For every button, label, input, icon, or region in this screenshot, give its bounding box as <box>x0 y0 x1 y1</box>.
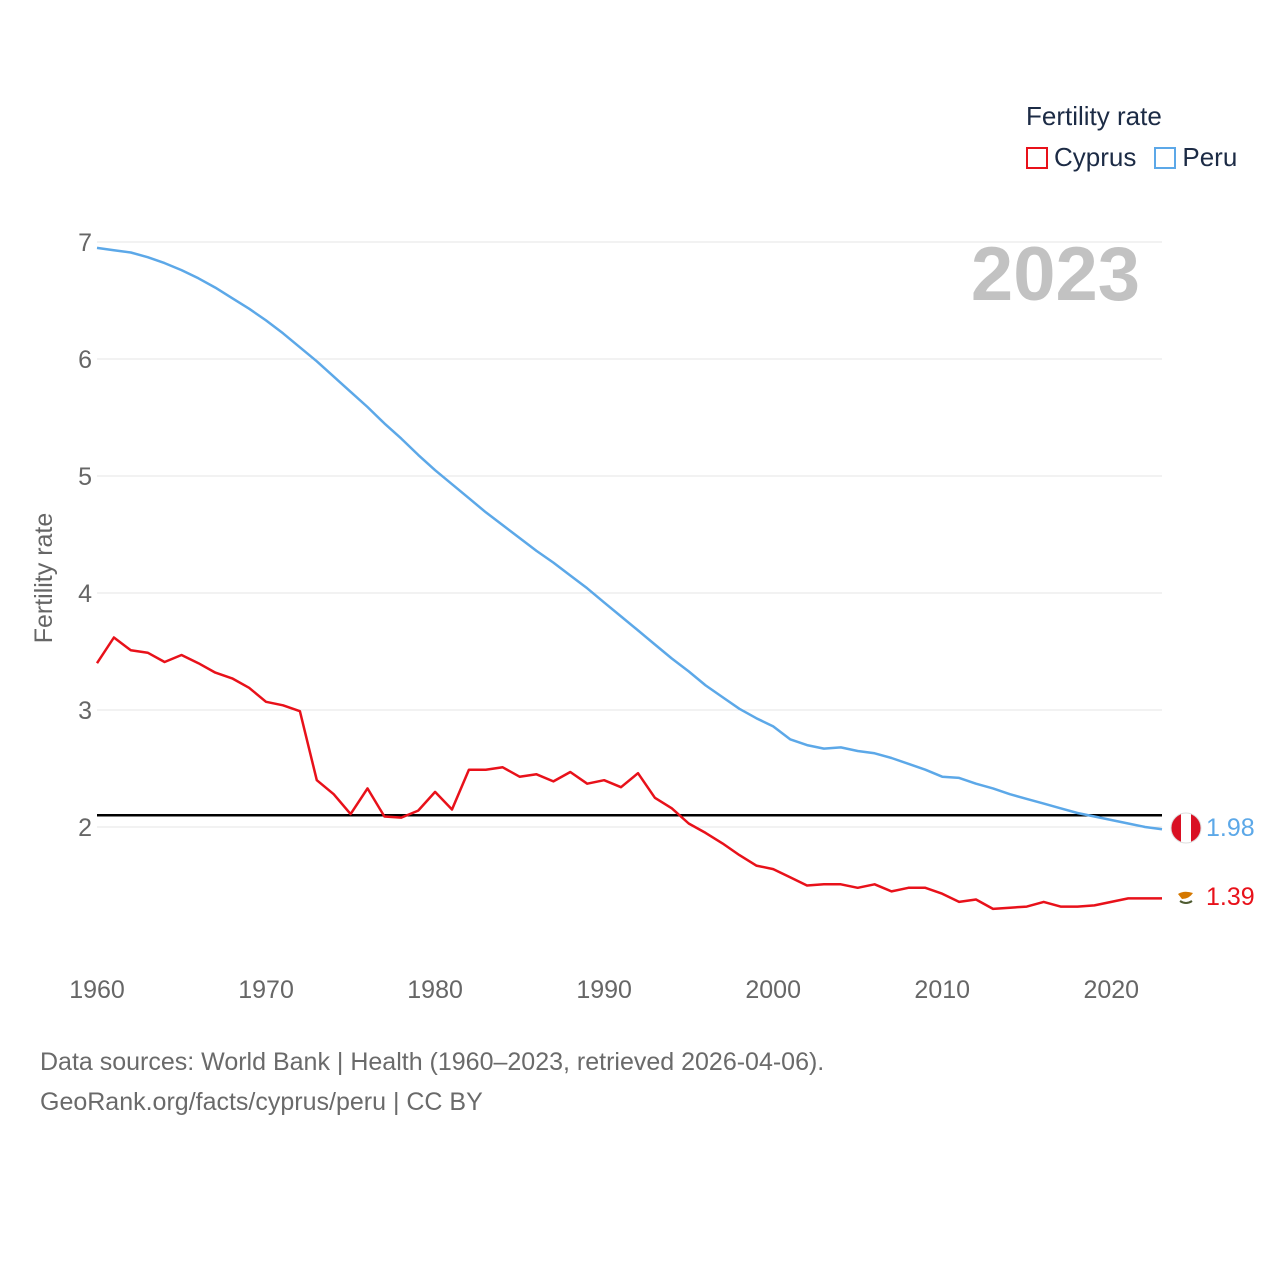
year-label: 2023 <box>971 232 1140 317</box>
cyprus-line <box>95 636 1162 911</box>
cyprus-swatch <box>1026 146 1048 169</box>
source-url: GeoRank.org/facts/cyprus/peru | CC BY <box>40 1088 483 1116</box>
legend-title: Fertility rate <box>1026 101 1162 131</box>
legend: Fertility rate Cyprus Peru <box>1026 100 1255 173</box>
x-tick-1960: 1960 <box>69 976 125 1004</box>
gridlines <box>97 241 1162 828</box>
x-tick-2020: 2020 <box>1083 976 1139 1004</box>
footer: Data sources: World Bank | Health (1960–… <box>40 1042 824 1122</box>
x-tick-1970: 1970 <box>238 976 294 1004</box>
y-axis-label: Fertility rate <box>30 513 58 644</box>
peru-flag-icon <box>1170 812 1202 844</box>
y-tick-5: 5 <box>78 463 92 491</box>
x-axis-ticks: 1960 1970 1980 1990 2000 2010 2020 <box>69 976 1139 1004</box>
y-tick-2: 2 <box>78 814 92 842</box>
legend-item-peru[interactable]: Peru <box>1154 142 1237 173</box>
data-sources: Data sources: World Bank | Health (1960–… <box>40 1048 825 1076</box>
cyprus-end-value: 1.39 <box>1206 883 1255 911</box>
legend-label-peru: Peru <box>1182 142 1238 172</box>
y-tick-6: 6 <box>78 346 92 374</box>
y-tick-3: 3 <box>78 697 92 725</box>
legend-item-cyprus[interactable]: Cyprus <box>1026 142 1136 173</box>
x-tick-1990: 1990 <box>576 976 632 1004</box>
legend-label-cyprus: Cyprus <box>1054 142 1137 172</box>
x-tick-2010: 2010 <box>914 976 970 1004</box>
x-tick-1980: 1980 <box>407 976 463 1004</box>
peru-end-value: 1.98 <box>1206 814 1255 842</box>
y-axis-ticks: 2 3 4 5 6 7 <box>78 229 92 842</box>
y-tick-4: 4 <box>78 580 92 608</box>
peru-line <box>96 246 1163 831</box>
cyprus-flag-icon <box>1171 882 1201 912</box>
x-tick-2000: 2000 <box>745 976 801 1004</box>
peru-swatch <box>1154 146 1177 169</box>
y-tick-7: 7 <box>78 229 92 257</box>
